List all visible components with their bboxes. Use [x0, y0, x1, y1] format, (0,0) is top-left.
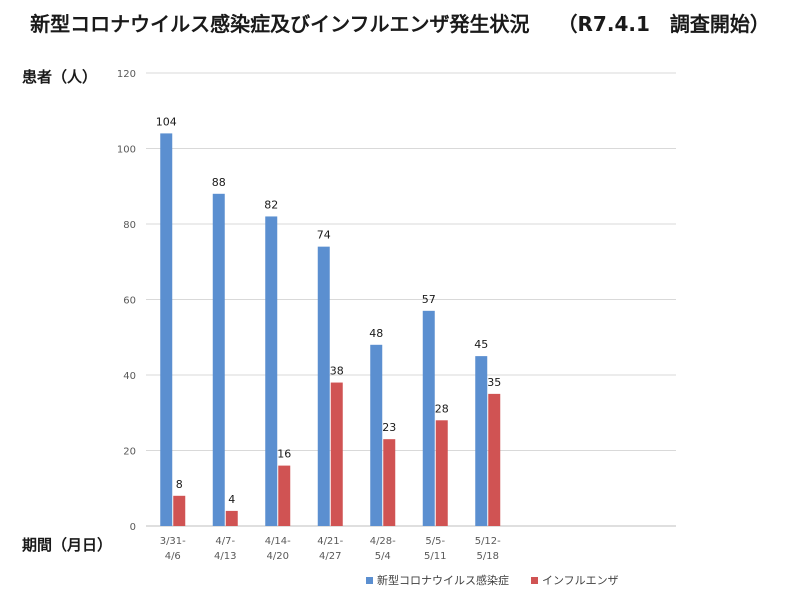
- bar-flu: [488, 393, 501, 526]
- data-label-covid: 88: [212, 176, 226, 189]
- x-tick-label: 5/4: [375, 551, 391, 562]
- legend-swatch-covid: [366, 576, 373, 584]
- legend-label-flu: インフルエンザ: [542, 574, 619, 587]
- data-label-flu: 35: [487, 376, 501, 389]
- x-tick-label: 5/18: [477, 551, 499, 562]
- x-tick-label: 5/12-: [475, 536, 501, 547]
- data-label-flu: 4: [228, 493, 235, 506]
- x-tick-label: 4/6: [165, 551, 181, 562]
- bar-covid: [265, 216, 278, 526]
- data-label-flu: 28: [435, 402, 449, 415]
- y-tick-label: 120: [117, 69, 136, 80]
- chart-title: 新型コロナウイルス感染症及びインフルエンザ発生状況 （R7.4.1 調査開始）: [0, 8, 800, 37]
- bar-covid: [212, 193, 225, 527]
- bar-flu: [383, 439, 396, 526]
- legend-swatch-flu: [531, 576, 538, 584]
- x-tick-label: 5/11: [424, 551, 446, 562]
- legend-item-covid: 新型コロナウイルス感染症: [366, 572, 509, 588]
- x-tick-label: 4/7-: [215, 536, 235, 547]
- bar-covid: [370, 344, 383, 526]
- chart-title-survey: （R7.4.1 調査開始）: [557, 12, 770, 36]
- data-label-covid: 82: [264, 198, 278, 211]
- bar-covid: [422, 310, 435, 526]
- bar-covid: [317, 246, 330, 526]
- x-tick-label: 3/31-: [160, 536, 186, 547]
- chart-title-main: 新型コロナウイルス感染症及びインフルエンザ発生状況: [30, 12, 530, 36]
- bar-flu: [435, 420, 448, 526]
- bar-covid: [475, 356, 488, 526]
- bar-flu: [225, 510, 238, 526]
- data-label-covid: 45: [474, 338, 488, 351]
- x-tick-label: 4/14-: [265, 536, 291, 547]
- y-tick-label: 60: [123, 296, 136, 307]
- x-tick-label: 5/5-: [425, 536, 445, 547]
- data-label-flu: 23: [382, 421, 396, 434]
- data-label-flu: 16: [277, 448, 291, 461]
- x-tick-label: 4/27: [319, 551, 341, 562]
- x-tick-label: 4/28-: [370, 536, 396, 547]
- data-label-flu: 8: [176, 478, 183, 491]
- x-tick-label: 4/13: [214, 551, 236, 562]
- data-label-covid: 48: [369, 327, 383, 340]
- y-tick-label: 0: [130, 522, 136, 533]
- bar-flu: [330, 382, 343, 526]
- y-tick-label: 80: [123, 220, 136, 231]
- x-tick-label: 4/20: [267, 551, 289, 562]
- y-tick-label: 100: [117, 145, 136, 156]
- x-axis-label: 期間（月日）: [22, 536, 113, 554]
- bar-flu: [173, 495, 186, 526]
- y-axis-label: 患者（人）: [22, 68, 98, 86]
- legend-label-covid: 新型コロナウイルス感染症: [377, 574, 509, 587]
- bar-covid: [160, 133, 173, 526]
- data-label-covid: 104: [156, 115, 177, 128]
- data-label-covid: 74: [317, 229, 331, 242]
- y-tick-label: 20: [123, 447, 136, 458]
- legend-item-flu: インフルエンザ: [531, 572, 619, 588]
- data-label-covid: 57: [422, 293, 436, 306]
- y-tick-label: 40: [123, 371, 136, 382]
- bar-flu: [278, 465, 291, 526]
- legend: 新型コロナウイルス感染症 インフルエンザ: [366, 572, 619, 588]
- data-label-flu: 38: [330, 365, 344, 378]
- x-tick-label: 4/21-: [317, 536, 343, 547]
